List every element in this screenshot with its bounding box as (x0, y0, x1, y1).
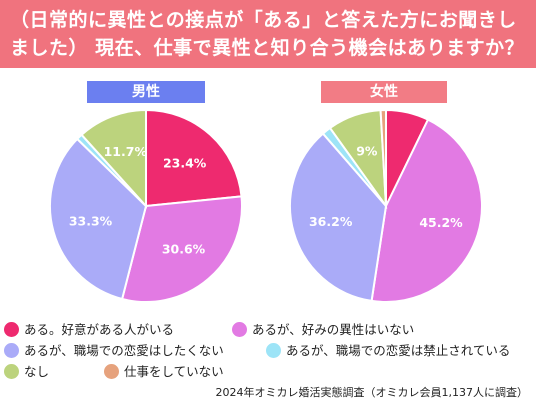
legend-swatch-4 (4, 364, 19, 379)
legend-swatch-3 (266, 343, 281, 358)
male-slice-0 (145, 108, 243, 208)
male-pie-chart: 23.4% 30.6% 33.3% 11.7% (49, 108, 243, 303)
legend-item-2: あるが、職場での恋愛はしたくない (4, 341, 224, 361)
legend-swatch-1 (232, 322, 247, 337)
female-slice-label-1: 45.2% (419, 215, 463, 230)
legend-label-3: あるが、職場での恋愛は禁止されている (286, 343, 511, 358)
header-line-2: ました） 現在、仕事で異性と知り合う機会はありますか？ (10, 37, 525, 59)
legend-swatch-0 (4, 322, 19, 337)
legend-label-1: あるが、好みの異性はいない (252, 322, 415, 337)
legend-label-0: ある。好意がある人がいる (24, 322, 175, 337)
male-slice-4 (80, 108, 147, 209)
header-line-1: （日常的に異性との接点が「ある」と答えた方にお聞きし (10, 9, 517, 31)
legend-item-4: なし (4, 362, 49, 382)
male-slice-label-1: 30.6% (162, 242, 206, 257)
female-slice-label-2: 36.2% (309, 214, 353, 229)
legend-item-3: あるが、職場での恋愛は禁止されている (266, 341, 510, 361)
female-slice-1 (370, 118, 483, 303)
female-slice-5 (379, 108, 387, 207)
legend-label-2: あるが、職場での恋愛はしたくない (24, 343, 224, 358)
female-chart-title: 女性 (321, 81, 447, 103)
legend-item-0: ある。好意がある人がいる (4, 320, 174, 340)
male-slice-label-2: 33.3% (69, 214, 113, 229)
legend-swatch-5 (104, 364, 119, 379)
legend-label-5: 仕事をしていない (124, 364, 224, 379)
male-slice-2 (49, 137, 148, 301)
male-slice-label-0: 23.4% (163, 155, 207, 170)
legend-item-1: あるが、好みの異性はいない (232, 320, 414, 340)
male-slice-1 (120, 195, 243, 303)
male-chart-title: 男性 (87, 81, 205, 103)
male-slice-label-4: 11.7% (104, 144, 148, 159)
legend-label-4: なし (24, 364, 50, 379)
female-pie-chart: 45.2% 36.2% 9% (289, 108, 483, 303)
legend-swatch-2 (4, 343, 19, 358)
female-slice-label-4: 9% (356, 144, 378, 159)
chart-header: （日常的に異性との接点が「ある」と答えた方にお聞きし ました） 現在、仕事で異性… (0, 0, 536, 68)
legend-item-5: 仕事をしていない (104, 362, 224, 382)
female-slice-2 (289, 132, 388, 303)
source-note: 2024年オミカレ婚活実態調査（オミカレ会員1,137人に調査） (215, 386, 528, 399)
